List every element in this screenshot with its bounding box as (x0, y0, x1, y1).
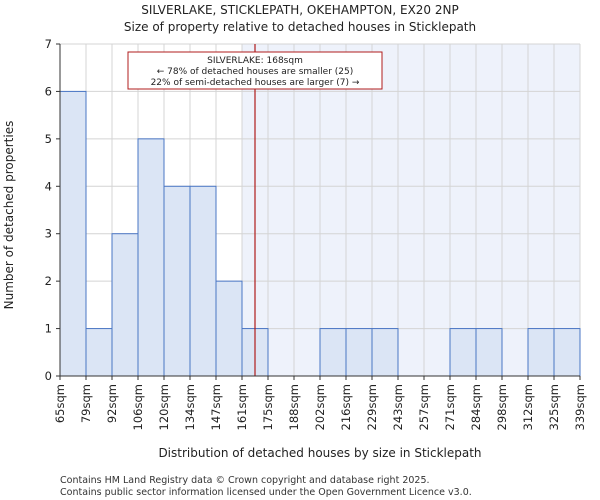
annotation-title: SILVERLAKE: 168sqm (207, 56, 303, 66)
x-axis-label: Distribution of detached houses by size … (158, 446, 481, 460)
annotation-smaller: ← 78% of detached houses are smaller (25… (157, 67, 354, 77)
x-tick-label: 243sqm (391, 384, 405, 430)
y-tick-label: 5 (45, 132, 52, 146)
x-tick-label: 92sqm (105, 384, 119, 423)
x-tick-label: 65sqm (53, 384, 67, 423)
bar-120sqm (163, 185, 191, 377)
y-tick-label: 7 (45, 37, 52, 51)
x-tick-label: 79sqm (79, 384, 93, 423)
x-tick-label: 284sqm (469, 384, 483, 430)
bar-229sqm (371, 328, 399, 377)
x-tick-label: 202sqm (313, 384, 327, 430)
x-tick-label: 216sqm (339, 384, 353, 430)
bar-271sqm (449, 328, 477, 377)
bar-106sqm (137, 138, 165, 377)
x-tick-label: 229sqm (365, 384, 379, 430)
x-tick-label: 271sqm (443, 384, 457, 430)
x-tick-label: 188sqm (287, 384, 301, 430)
x-tick-label: 257sqm (417, 384, 431, 430)
bar-79sqm (85, 328, 113, 377)
bar-65sqm (59, 90, 87, 377)
bar-147sqm (215, 280, 243, 377)
y-tick-label: 0 (45, 369, 52, 383)
chart-title: SILVERLAKE, STICKLEPATH, OKEHAMPTON, EX2… (141, 3, 458, 17)
y-tick-label: 1 (45, 322, 52, 336)
chart-subtitle: Size of property relative to detached ho… (124, 20, 476, 34)
footer-line-1: Contains HM Land Registry data © Crown c… (60, 475, 430, 486)
bar-284sqm (475, 328, 503, 377)
x-tick-label: 325sqm (547, 384, 561, 430)
bar-202sqm (319, 328, 347, 377)
x-tick-label: 175sqm (261, 384, 275, 430)
y-tick-label: 3 (45, 227, 52, 241)
y-tick-label: 6 (45, 84, 52, 98)
y-tick-label: 2 (45, 274, 52, 288)
x-tick-label: 134sqm (183, 384, 197, 430)
bar-325sqm (553, 328, 581, 377)
x-tick-label: 298sqm (495, 384, 509, 430)
x-tick-label: 106sqm (131, 384, 145, 430)
x-tick-label: 312sqm (521, 384, 535, 430)
larger-region-shade (242, 44, 580, 376)
footer-line-2: Contains public sector information licen… (60, 487, 472, 498)
annotation-box (127, 51, 383, 90)
bar-92sqm (111, 233, 139, 377)
y-tick-label: 4 (45, 179, 52, 193)
bar-312sqm (527, 328, 555, 377)
x-tick-label: 161sqm (235, 384, 249, 430)
y-axis-label: Number of detached properties (2, 121, 16, 310)
bar-134sqm (189, 185, 217, 377)
bar-216sqm (345, 328, 373, 377)
x-tick-label: 147sqm (209, 384, 223, 430)
x-tick-label: 339sqm (573, 384, 587, 430)
x-tick-label: 120sqm (157, 384, 171, 430)
annotation-larger: 22% of semi-detached houses are larger (… (151, 78, 360, 88)
